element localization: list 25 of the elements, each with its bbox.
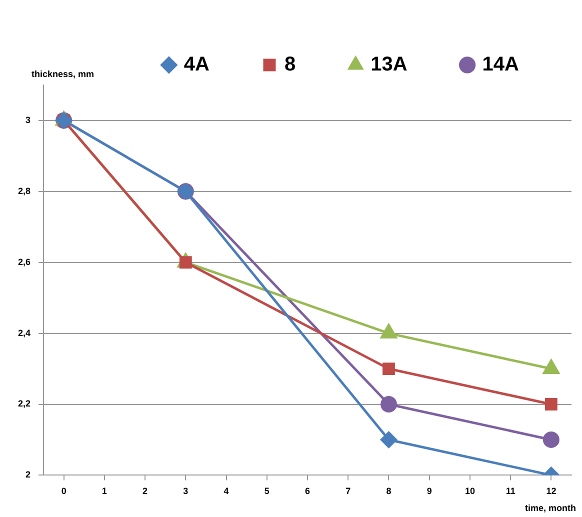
y-axis-title: thickness, mm bbox=[32, 68, 94, 79]
legend-label: 14A bbox=[482, 54, 520, 76]
x-tick-label: 5 bbox=[264, 486, 270, 496]
x-tick-label: 10 bbox=[464, 486, 475, 496]
x-tick-label: 12 bbox=[546, 486, 556, 496]
x-tick-label: 1 bbox=[102, 486, 107, 496]
x-tick-label: 9 bbox=[426, 486, 432, 496]
x-tick-label: 6 bbox=[305, 486, 310, 496]
y-tick-label: 2,4 bbox=[18, 328, 31, 338]
legend-label: 4A bbox=[184, 54, 210, 76]
x-tick-label: 2 bbox=[142, 486, 148, 496]
x-tick-label: 11 bbox=[506, 486, 516, 496]
x-tick-label: 8 bbox=[386, 486, 392, 496]
y-tick-label: 2,8 bbox=[18, 186, 31, 196]
x-axis-title: time, month bbox=[525, 502, 576, 513]
x-tick-label: 7 bbox=[346, 486, 351, 496]
x-tick-label: 4 bbox=[224, 486, 229, 496]
y-tick-label: 3 bbox=[25, 114, 31, 125]
legend-label: 13A bbox=[370, 54, 408, 76]
y-tick-label: 2,2 bbox=[18, 398, 31, 409]
y-tick-label: 2,6 bbox=[18, 256, 31, 267]
y-tick-label: 2 bbox=[25, 470, 31, 480]
legend-label: 8 bbox=[284, 54, 296, 76]
x-tick-label: 0 bbox=[61, 486, 66, 496]
x-tick-label: 3 bbox=[183, 486, 188, 496]
